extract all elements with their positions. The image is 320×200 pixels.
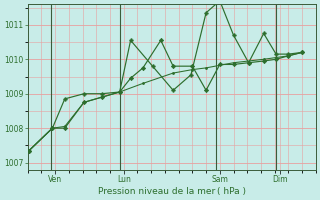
- X-axis label: Pression niveau de la mer ( hPa ): Pression niveau de la mer ( hPa ): [98, 187, 246, 196]
